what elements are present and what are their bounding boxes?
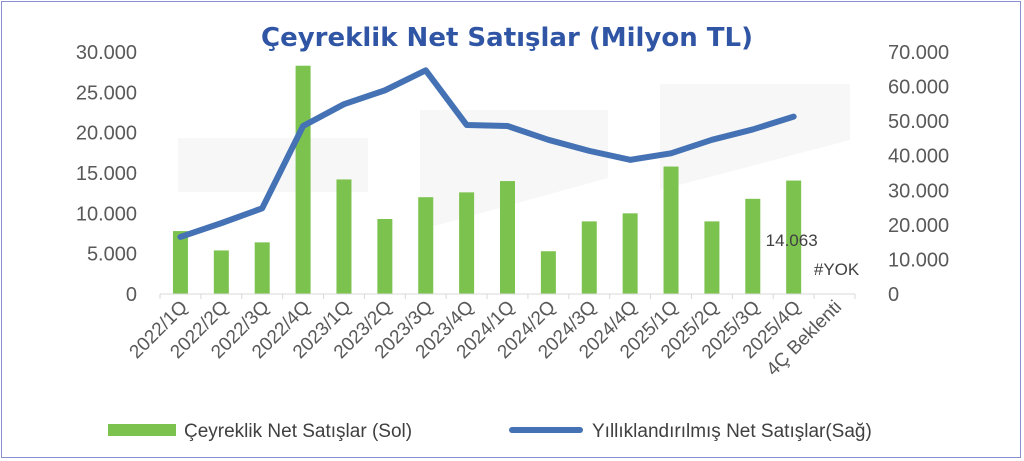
bar — [622, 213, 638, 294]
x-axis-ticks: 2022/1Q2022/2Q2022/3Q2022/4Q2023/1Q2023/… — [126, 294, 856, 380]
bar — [377, 218, 393, 294]
chart-title: Çeyreklik Net Satışlar (Milyon TL) — [261, 23, 753, 53]
data-label: #YOK — [814, 260, 860, 279]
right-tick-label: 50.000 — [888, 111, 949, 133]
bar — [213, 250, 229, 294]
line-series — [177, 67, 797, 240]
right-y-axis: 0 10.000 20.000 30.000 40.000 50.000 60.000 70.… — [888, 42, 949, 306]
bar — [663, 166, 679, 294]
bar — [786, 180, 802, 294]
bar — [418, 197, 434, 294]
right-tick-label: 20.000 — [888, 215, 949, 237]
annotations: 14.063 #YOK — [766, 231, 860, 279]
left-tick-label: 25.000 — [76, 82, 137, 104]
data-label: 14.063 — [766, 231, 818, 250]
right-tick-label: 30.000 — [888, 180, 949, 202]
bar — [172, 231, 188, 294]
right-tick-label: 10.000 — [888, 249, 949, 271]
legend-bar-swatch — [108, 424, 176, 436]
left-tick-label: 20.000 — [76, 123, 137, 145]
right-tick-label: 60.000 — [888, 77, 949, 99]
bar — [295, 65, 311, 294]
bar — [254, 242, 270, 294]
legend-line-label: Yıllıklandırılmış Net Satışlar(Sağ) — [592, 421, 872, 442]
bar — [500, 181, 515, 294]
legend-bar-label: Çeyreklik Net Satışlar (Sol) — [184, 421, 412, 442]
line-path — [177, 67, 797, 240]
bar — [459, 192, 475, 294]
left-tick-label: 5.000 — [87, 244, 137, 266]
right-tick-label: 0 — [888, 284, 899, 306]
bar — [336, 179, 352, 294]
left-tick-label: 15.000 — [76, 163, 137, 185]
bar — [540, 251, 556, 294]
left-tick-label: 30.000 — [76, 42, 137, 64]
bar — [745, 198, 761, 294]
right-tick-label: 40.000 — [888, 146, 949, 168]
left-tick-label: 0 — [126, 284, 137, 306]
bar-series — [172, 65, 802, 294]
left-tick-label: 10.000 — [76, 203, 137, 225]
bar — [581, 221, 597, 294]
bar — [704, 221, 720, 294]
left-y-axis: 0 5.000 10.000 15.000 20.000 25.000 30.000 — [76, 42, 137, 306]
legend: Çeyreklik Net Satışlar (Sol) Yıllıklandı… — [108, 421, 872, 442]
right-tick-label: 70.000 — [888, 42, 949, 64]
